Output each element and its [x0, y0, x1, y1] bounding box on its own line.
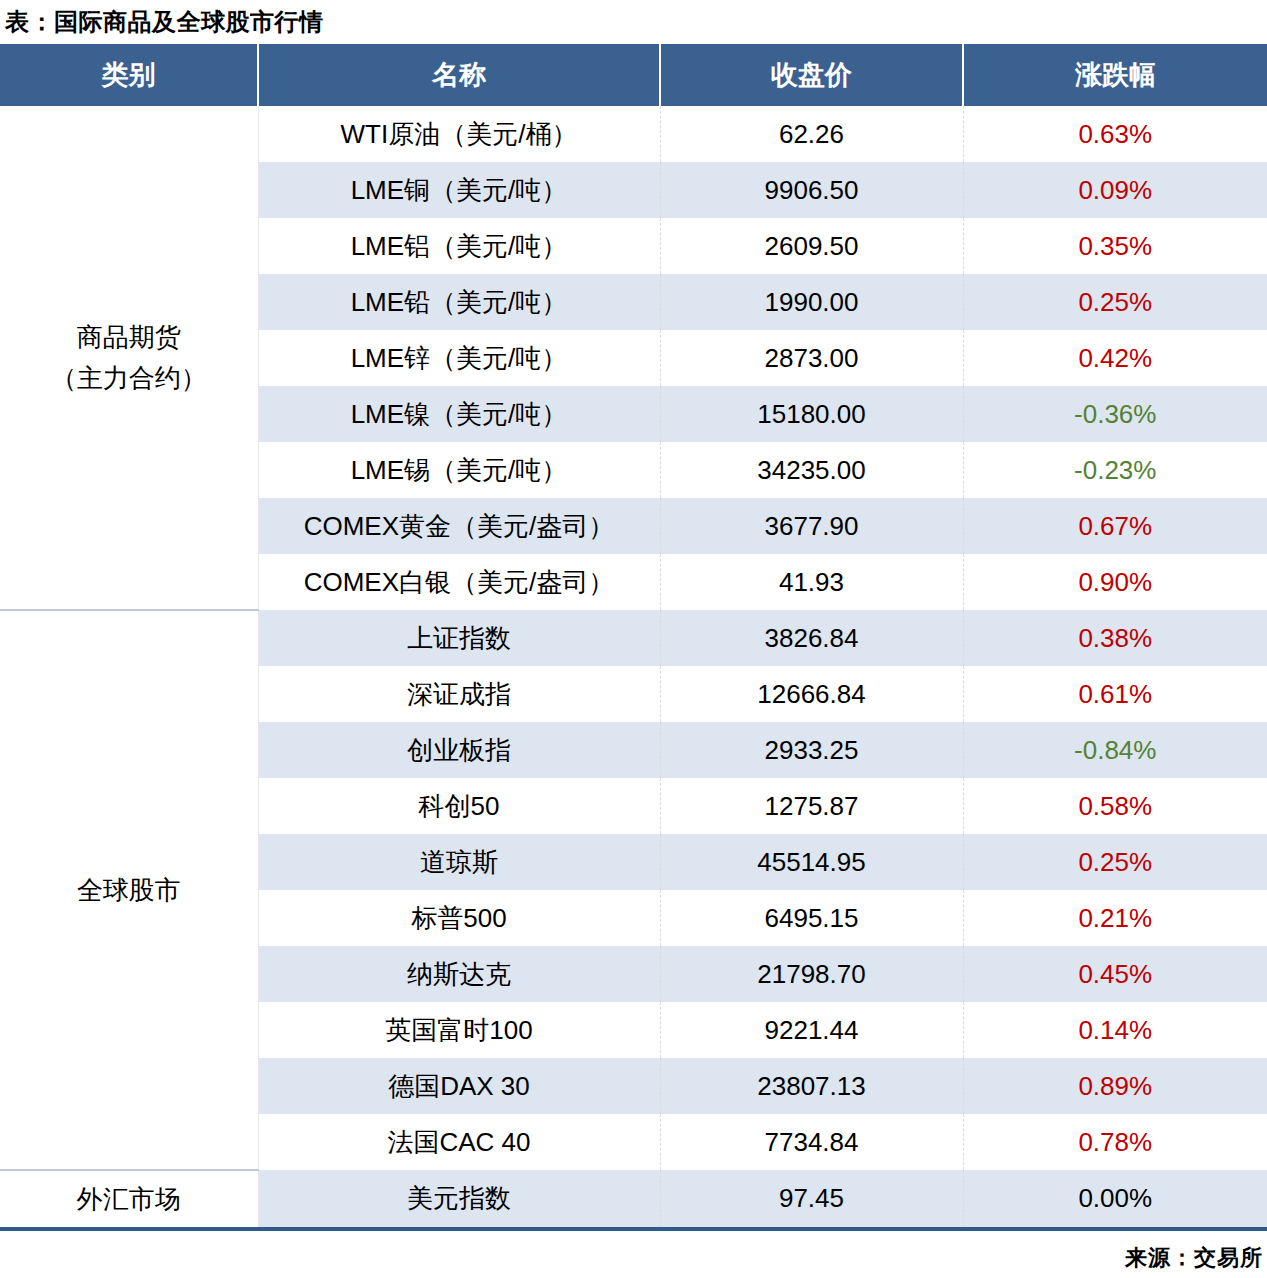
change-cell: 0.00% — [963, 1170, 1267, 1229]
page-title: 表：国际商品及全球股市行情 — [0, 0, 1267, 37]
category-label: 全球股市 — [0, 870, 258, 910]
header-cell-name: 名称 — [258, 44, 660, 106]
name-cell: 上证指数 — [258, 610, 660, 666]
table-header: 类别 名称 收盘价 涨跌幅 — [0, 44, 1267, 106]
change-cell: 0.09% — [963, 162, 1267, 218]
close-cell: 1990.00 — [660, 274, 963, 330]
close-cell: 41.93 — [660, 554, 963, 610]
change-cell: 0.78% — [963, 1114, 1267, 1170]
name-cell: LME锡（美元/吨） — [258, 442, 660, 498]
table-body: 商品期货（主力合约）WTI原油（美元/桶）62.260.63%LME铜（美元/吨… — [0, 106, 1267, 1229]
close-cell: 6495.15 — [660, 890, 963, 946]
change-cell: -0.36% — [963, 386, 1267, 442]
close-cell: 12666.84 — [660, 666, 963, 722]
close-cell: 1275.87 — [660, 778, 963, 834]
close-cell: 15180.00 — [660, 386, 963, 442]
change-cell: 0.45% — [963, 946, 1267, 1002]
market-table: 类别 名称 收盘价 涨跌幅 商品期货（主力合约）WTI原油（美元/桶）62.26… — [0, 44, 1267, 1231]
change-cell: 0.25% — [963, 274, 1267, 330]
change-cell: 0.14% — [963, 1002, 1267, 1058]
name-cell: LME铝（美元/吨） — [258, 218, 660, 274]
close-cell: 9221.44 — [660, 1002, 963, 1058]
close-cell: 34235.00 — [660, 442, 963, 498]
name-cell: 美元指数 — [258, 1170, 660, 1229]
name-cell: LME铅（美元/吨） — [258, 274, 660, 330]
category-cell: 外汇市场 — [0, 1170, 258, 1229]
category-label: （主力合约） — [0, 358, 258, 398]
table-row: 外汇市场美元指数97.450.00% — [0, 1170, 1267, 1229]
change-cell: 0.63% — [963, 106, 1267, 162]
name-cell: LME镍（美元/吨） — [258, 386, 660, 442]
close-cell: 62.26 — [660, 106, 963, 162]
change-cell: -0.23% — [963, 442, 1267, 498]
table-row: 全球股市上证指数3826.840.38% — [0, 610, 1267, 666]
close-cell: 45514.95 — [660, 834, 963, 890]
change-cell: 0.35% — [963, 218, 1267, 274]
change-cell: 0.21% — [963, 890, 1267, 946]
name-cell: 英国富时100 — [258, 1002, 660, 1058]
header-row: 类别 名称 收盘价 涨跌幅 — [0, 44, 1267, 106]
close-cell: 2609.50 — [660, 218, 963, 274]
close-cell: 3677.90 — [660, 498, 963, 554]
name-cell: 纳斯达克 — [258, 946, 660, 1002]
change-cell: 0.38% — [963, 610, 1267, 666]
page: 表：国际商品及全球股市行情 类别 名称 收盘价 涨跌幅 商品期货（主力合约）WT… — [0, 0, 1267, 1278]
name-cell: 科创50 — [258, 778, 660, 834]
table-row: 商品期货（主力合约）WTI原油（美元/桶）62.260.63% — [0, 106, 1267, 162]
name-cell: 深证成指 — [258, 666, 660, 722]
header-cell-change: 涨跌幅 — [963, 44, 1267, 106]
category-cell: 商品期货（主力合约） — [0, 106, 258, 610]
change-cell: 0.90% — [963, 554, 1267, 610]
close-cell: 2933.25 — [660, 722, 963, 778]
change-cell: 0.42% — [963, 330, 1267, 386]
change-cell: 0.61% — [963, 666, 1267, 722]
name-cell: COMEX黄金（美元/盎司） — [258, 498, 660, 554]
close-cell: 21798.70 — [660, 946, 963, 1002]
change-cell: 0.89% — [963, 1058, 1267, 1114]
close-cell: 9906.50 — [660, 162, 963, 218]
name-cell: LME锌（美元/吨） — [258, 330, 660, 386]
category-cell: 全球股市 — [0, 610, 258, 1170]
close-cell: 23807.13 — [660, 1058, 963, 1114]
close-cell: 97.45 — [660, 1170, 963, 1229]
category-label: 外汇市场 — [0, 1179, 258, 1219]
change-cell: -0.84% — [963, 722, 1267, 778]
change-cell: 0.58% — [963, 778, 1267, 834]
name-cell: WTI原油（美元/桶） — [258, 106, 660, 162]
name-cell: 创业板指 — [258, 722, 660, 778]
header-cell-category: 类别 — [0, 44, 258, 106]
name-cell: 道琼斯 — [258, 834, 660, 890]
name-cell: 标普500 — [258, 890, 660, 946]
category-label: 商品期货 — [0, 317, 258, 357]
change-cell: 0.25% — [963, 834, 1267, 890]
header-cell-close: 收盘价 — [660, 44, 963, 106]
change-cell: 0.67% — [963, 498, 1267, 554]
name-cell: LME铜（美元/吨） — [258, 162, 660, 218]
name-cell: 德国DAX 30 — [258, 1058, 660, 1114]
close-cell: 2873.00 — [660, 330, 963, 386]
close-cell: 3826.84 — [660, 610, 963, 666]
source-note: 来源：交易所 — [0, 1231, 1267, 1273]
name-cell: COMEX白银（美元/盎司） — [258, 554, 660, 610]
close-cell: 7734.84 — [660, 1114, 963, 1170]
name-cell: 法国CAC 40 — [258, 1114, 660, 1170]
